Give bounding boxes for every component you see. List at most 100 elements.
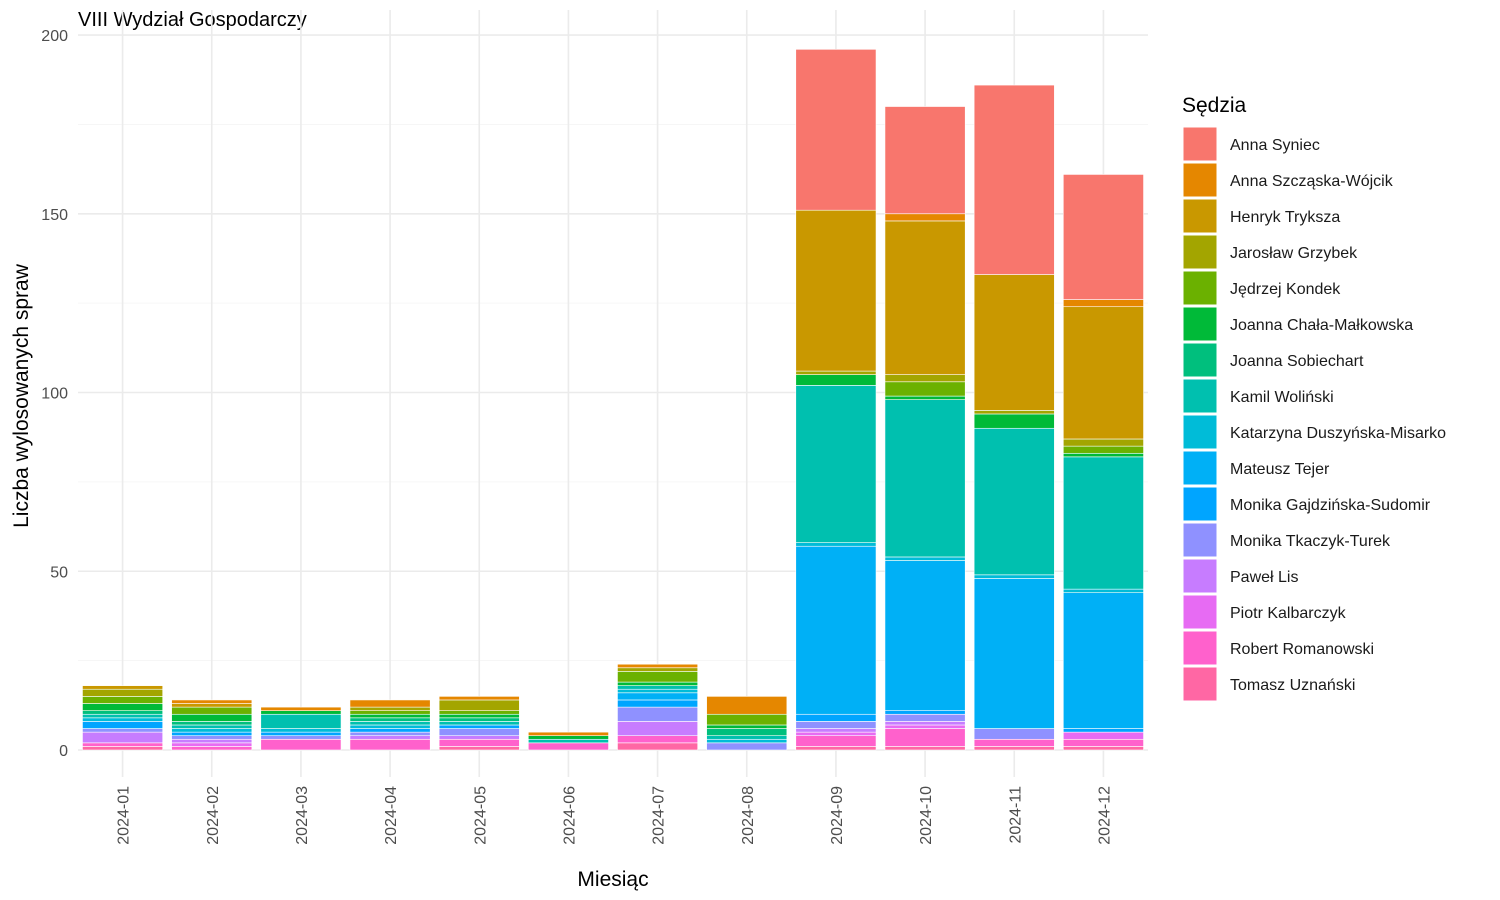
bar-segment (1062, 452, 1144, 458)
bar-segment (617, 735, 699, 744)
bar-segment (973, 413, 1055, 429)
bar-segment (171, 713, 253, 722)
x-axis-ticks: 2024-01 2024-02 2024-03 2024-04 2024-05 2024-… (116, 786, 1114, 845)
bar-segment (260, 738, 342, 751)
bar-segment (795, 374, 877, 386)
bar-segment (884, 395, 966, 400)
bar-segment (1062, 731, 1144, 740)
legend-key (1182, 522, 1218, 558)
bar-segment (1062, 174, 1144, 300)
legend-label: Tomasz Uznański (1230, 677, 1355, 694)
legend-key (1182, 594, 1218, 630)
bar-segment (438, 738, 520, 747)
bar-segment (1062, 746, 1144, 751)
bar-segment (171, 728, 253, 733)
bar-segment (1062, 456, 1144, 590)
bar-segment (438, 721, 520, 726)
bar-segment (973, 738, 1055, 747)
bar-segment (884, 746, 966, 751)
y-tick-label: 0 (59, 743, 68, 760)
legend-label: Paweł Lis (1230, 569, 1298, 586)
bar-segment (171, 706, 253, 715)
bar-segment (973, 84, 1055, 275)
bar-segment (260, 713, 342, 729)
bars (82, 49, 1144, 751)
bar-segment (973, 578, 1055, 729)
bar-segment (171, 738, 253, 744)
bar-segment (1062, 592, 1144, 729)
bar-segment (438, 728, 520, 737)
bar-segment (349, 699, 431, 708)
legend-label: Joanna Chała-Małkowska (1230, 317, 1413, 334)
bar-segment (973, 274, 1055, 411)
bar-segment (884, 381, 966, 397)
bar-segment (884, 560, 966, 711)
bar-segment (260, 706, 342, 711)
bar-segment (260, 728, 342, 733)
legend-label: Jędrzej Kondek (1230, 281, 1341, 298)
bar-segment (82, 703, 164, 711)
x-tick-label: 2024-11 (1007, 786, 1024, 844)
bar-segment (617, 671, 699, 683)
legend-title: Sędzia (1182, 94, 1247, 117)
x-tick-label: 2024-01 (116, 786, 133, 845)
bar-segment (617, 667, 699, 672)
legend-label: Robert Romanowski (1230, 641, 1374, 658)
bar-segment (617, 681, 699, 686)
bar-segment (1062, 306, 1144, 440)
bar-segment (795, 721, 877, 729)
bar-segment (349, 731, 431, 737)
bar-segment (260, 710, 342, 715)
bar-segment (795, 545, 877, 715)
bar-segment (82, 721, 164, 729)
bar-segment (260, 735, 342, 740)
bar-segment (171, 699, 253, 704)
x-tick-label: 2024-06 (561, 786, 578, 845)
bar-segment (349, 721, 431, 726)
legend-label: Katarzyna Duszyńska-Misarko (1230, 425, 1446, 442)
bar-segment (82, 685, 164, 690)
bar-segment (171, 746, 253, 751)
legend-key (1182, 378, 1218, 414)
bar-segment (706, 735, 788, 740)
bar-segment (795, 385, 877, 543)
bar-segment (884, 710, 966, 715)
legend-key (1182, 558, 1218, 594)
bar-segment (706, 738, 788, 744)
bar-segment (438, 696, 520, 701)
bar-segment (1062, 738, 1144, 747)
legend-label: Mateusz Tejer (1230, 461, 1330, 478)
chart-title: VIII Wydział Gospodarczy (78, 9, 307, 31)
bar-segment (349, 710, 431, 715)
bar-segment (706, 724, 788, 729)
bar-segment (795, 731, 877, 737)
legend-key (1182, 630, 1218, 666)
x-tick-label: 2024-02 (205, 786, 222, 845)
bar-segment (884, 721, 966, 726)
y-tick-label: 100 (41, 386, 68, 403)
bar-segment (349, 713, 431, 719)
bar-segment (527, 731, 609, 737)
bar-segment (706, 742, 788, 751)
bar-segment (349, 717, 431, 722)
bar-segment (973, 746, 1055, 751)
x-tick-label: 2024-09 (829, 786, 846, 845)
bar-segment (795, 728, 877, 733)
bar-segment (82, 742, 164, 747)
x-tick-label: 2024-07 (651, 786, 668, 845)
bar-segment (82, 710, 164, 715)
bar-segment (349, 724, 431, 729)
bar-segment (884, 213, 966, 222)
bar-segment (617, 706, 699, 722)
y-tick-label: 150 (41, 207, 68, 224)
legend-label: Monika Tkaczyk-Turek (1230, 533, 1391, 550)
bar-segment (706, 713, 788, 726)
x-tick-label: 2024-04 (383, 786, 400, 845)
legend-key (1182, 198, 1218, 234)
bar-segment (527, 742, 609, 751)
bar-segment (527, 738, 609, 744)
bar-segment (884, 556, 966, 561)
bar-segment (82, 713, 164, 719)
bar-segment (1062, 299, 1144, 308)
bar-segment (795, 49, 877, 211)
